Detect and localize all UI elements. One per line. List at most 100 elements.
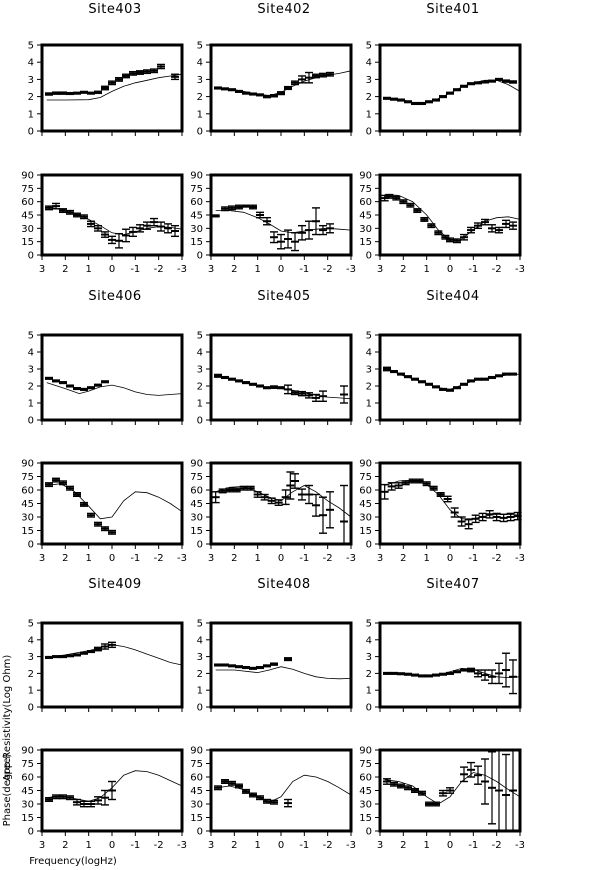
phase-data-point <box>481 218 489 226</box>
phase-ytick-label: 45 <box>190 499 203 510</box>
resistivity-data-point <box>66 654 74 658</box>
resistivity-data-point <box>474 669 482 678</box>
resistivity-data-point <box>157 63 165 70</box>
resistivity-data-point <box>277 91 285 96</box>
resistivity-ytick-label: 5 <box>197 619 203 630</box>
phase-data-point <box>221 206 229 212</box>
phase-data-point <box>256 211 264 219</box>
phase-data-point <box>291 473 299 489</box>
resistivity-ytick-label: 3 <box>366 652 372 663</box>
resistivity-ytick-label: 1 <box>197 399 203 410</box>
resistivity-data-point <box>432 385 440 389</box>
phase-data-point <box>94 224 102 232</box>
phase-data-point <box>305 220 313 240</box>
phase-ytick-label: 45 <box>359 786 372 797</box>
resistivity-data-point <box>73 387 81 391</box>
phase-frame <box>209 748 353 833</box>
phase-data-point <box>214 785 222 791</box>
resistivity-ytick-label: 0 <box>197 127 203 138</box>
resistivity-data-point <box>453 386 461 390</box>
phase-xtick-label: -2 <box>492 840 502 851</box>
phase-ytick-label: 90 <box>359 746 372 757</box>
phase-data-point <box>122 228 130 243</box>
resistivity-ytick-label: 2 <box>197 669 203 680</box>
resistivity-data-point <box>446 91 454 95</box>
resistivity-ytick-label: 1 <box>28 399 34 410</box>
resistivity-data-point <box>488 669 496 685</box>
phase-data-point <box>298 224 306 241</box>
resistivity-data-point <box>80 651 88 655</box>
phase-xtick-label: -2 <box>154 264 164 275</box>
resistivity-data-point <box>242 665 250 670</box>
phase-xtick-label: 2 <box>400 553 406 564</box>
phase-data-point <box>129 226 137 238</box>
phase-data-point <box>312 493 320 517</box>
resistivity-data-point <box>136 70 144 75</box>
phase-ytick-label: 15 <box>359 237 372 248</box>
site-title: Site408 <box>257 577 310 592</box>
phase-ytick-label: 0 <box>366 540 372 551</box>
phase-xtick-label: -1 <box>468 264 478 275</box>
resistivity-ytick-label: 1 <box>28 686 34 697</box>
resistivity-frame <box>378 43 522 133</box>
resistivity-data-point <box>87 386 95 390</box>
resistivity-data-point <box>214 86 222 90</box>
phase-xtick-label: 1 <box>423 840 429 851</box>
phase-ytick-label: 60 <box>359 486 372 497</box>
resistivity-data-point <box>45 92 53 96</box>
resistivity-ytick-label: 0 <box>28 127 34 138</box>
site-title: Site402 <box>257 2 310 17</box>
resistivity-data-point <box>270 94 278 98</box>
phase-ytick-label: 0 <box>28 540 34 551</box>
phase-data-point <box>467 226 475 234</box>
phase-data-point <box>441 234 450 240</box>
phase-data-point <box>420 216 429 222</box>
phase-ytick-label: 90 <box>21 171 34 182</box>
phase-xtick-label: 2 <box>231 264 237 275</box>
resistivity-ytick-label: 5 <box>366 331 372 342</box>
resistivity-data-point <box>80 387 88 391</box>
phase-data-point <box>450 507 459 518</box>
phase-xtick-label: -3 <box>515 840 525 851</box>
phase-xtick-label: 0 <box>278 553 284 564</box>
phase-data-point <box>59 208 67 214</box>
phase-xtick-label: 1 <box>254 840 260 851</box>
resistivity-ytick-label: 0 <box>197 416 203 427</box>
resistivity-data-point <box>397 672 405 676</box>
phase-data-point <box>274 499 283 506</box>
phase-data-point <box>45 482 53 488</box>
resistivity-data-point <box>312 393 320 402</box>
phase-ytick-label: 90 <box>190 746 203 757</box>
phase-data-point <box>263 216 271 226</box>
phase-ytick-label: 0 <box>366 251 372 262</box>
resistivity-data-point <box>425 674 433 678</box>
resistivity-data-point <box>235 665 243 669</box>
resistivity-ytick-label: 4 <box>28 348 34 359</box>
phase-xtick-label: 3 <box>208 553 214 564</box>
phase-data-point <box>94 521 102 527</box>
phase-data-point <box>495 749 503 832</box>
resistivity-data-point <box>404 100 412 104</box>
phase-data-point <box>460 233 468 241</box>
resistivity-data-point <box>263 386 271 390</box>
phase-data-point <box>52 202 60 210</box>
phase-ytick-label: 60 <box>359 197 372 208</box>
resistivity-ytick-label: 3 <box>197 365 203 376</box>
resistivity-data-point <box>439 387 447 391</box>
phase-ytick-label: 90 <box>359 171 372 182</box>
phase-data-point <box>340 484 348 545</box>
phase-data-point <box>467 761 475 778</box>
resistivity-frame <box>40 43 184 133</box>
phase-xtick-label: 2 <box>231 840 237 851</box>
phase-ytick-label: 0 <box>28 251 34 262</box>
phase-xtick-label: 0 <box>109 553 115 564</box>
resistivity-frame <box>209 43 353 133</box>
resistivity-data-point <box>228 377 236 381</box>
resistivity-ytick-label: 5 <box>197 41 203 52</box>
resistivity-data-point <box>340 385 348 404</box>
phase-data-point <box>59 794 67 800</box>
phase-data-point <box>471 514 480 524</box>
resistivity-ytick-label: 1 <box>366 686 372 697</box>
